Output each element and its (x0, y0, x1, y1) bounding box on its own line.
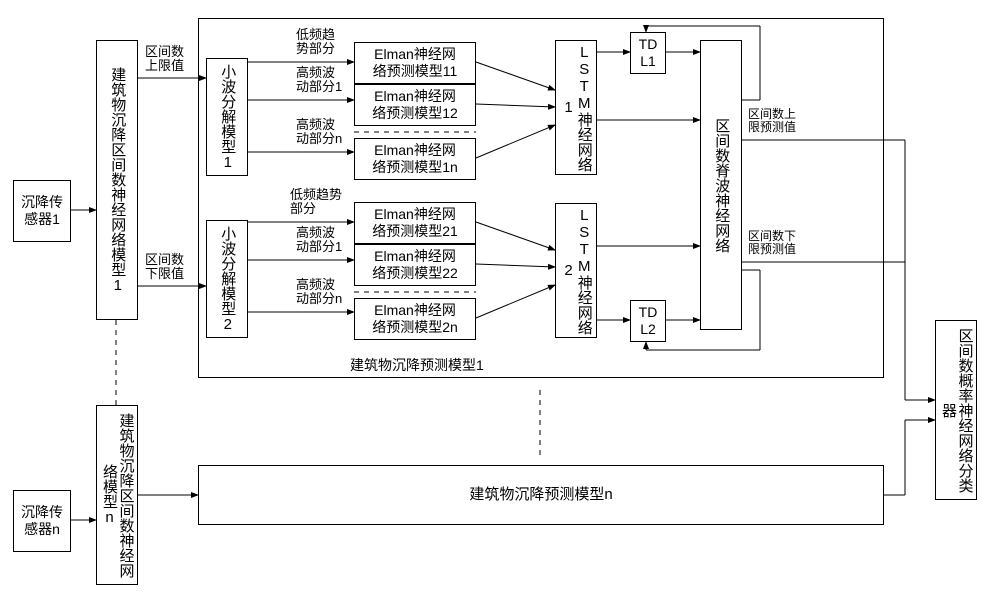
interval-nn-model-n: 建筑物沉降区间数神经网络模型n (96, 405, 138, 585)
elman-21: Elman神经网 络预测模型21 (354, 202, 476, 244)
tdl-2-label: TD L2 (639, 304, 658, 339)
elman-22: Elman神经网 络预测模型22 (354, 244, 476, 286)
prediction-model-n-label: 建筑物沉降预测模型n (469, 486, 612, 505)
tdl-1: TD L1 (630, 32, 666, 74)
wavelet-1: 小波分解模型1 (206, 58, 248, 176)
tdl-2: TD L2 (630, 300, 666, 342)
elman-22-label: Elman神经网 络预测模型22 (372, 248, 458, 283)
interval-nn-model-1-label: 建筑物沉降区间数神经网络模型1 (109, 41, 126, 319)
ridge-out-upper: 区间数上 限预测值 (748, 108, 796, 134)
decomp-high-1n: 高频波 动部分n (296, 118, 342, 147)
decomp-low-2: 低频趋势 部分 (290, 188, 342, 217)
interval-nn-model-n-label: 建筑物沉降区间数神经网络模型n (101, 406, 134, 584)
sensor-n-label: 沉降传 感器n (21, 504, 63, 539)
wavelet-2: 小波分解模型2 (206, 220, 248, 338)
classifier: 区间数概率神经网络分类器 (935, 320, 977, 500)
ridge-nn-label: 区间数脊波神经网络 (713, 41, 730, 329)
decomp-high-2n: 高频波 动部分n (296, 278, 342, 307)
elman-12: Elman神经网 络预测模型12 (354, 84, 476, 126)
lower-limit-label: 区间数 下限值 (145, 253, 184, 282)
elman-12-label: Elman神经网 络预测模型12 (372, 88, 458, 123)
sensor-1: 沉降传 感器1 (13, 180, 71, 242)
elman-21-label: Elman神经网 络预测模型21 (372, 206, 458, 241)
elman-11: Elman神经网 络预测模型11 (354, 42, 476, 84)
lstm-1-label: LSTM神经网络1 (560, 41, 592, 174)
wavelet-1-label: 小波分解模型1 (219, 59, 236, 175)
upper-limit-label: 区间数 上限值 (145, 45, 184, 74)
prediction-model-1-label: 建筑物沉降预测模型1 (350, 358, 484, 373)
decomp-high-21: 高频波 动部分1 (296, 226, 342, 255)
elman-2n: Elman神经网 络预测模型2n (354, 298, 476, 340)
interval-nn-model-1: 建筑物沉降区间数神经网络模型1 (96, 40, 138, 320)
sensor-n: 沉降传 感器n (13, 490, 71, 552)
elman-2n-label: Elman神经网 络预测模型2n (372, 302, 458, 337)
elman-11-label: Elman神经网 络预测模型11 (373, 46, 458, 81)
prediction-model-n: 建筑物沉降预测模型n (198, 465, 884, 525)
decomp-high-11: 高频波 动部分1 (296, 66, 342, 95)
lstm-1: LSTM神经网络1 (555, 40, 597, 175)
ridge-out-lower: 区间数下 限预测值 (748, 230, 796, 256)
elman-1n: Elman神经网 络预测模型1n (354, 138, 476, 180)
wavelet-2-label: 小波分解模型2 (219, 221, 236, 337)
sensor-1-label: 沉降传 感器1 (21, 194, 63, 229)
tdl-1-label: TD L1 (639, 36, 658, 71)
ridge-nn: 区间数脊波神经网络 (700, 40, 742, 330)
decomp-low-1: 低频趋 势部分 (296, 28, 335, 57)
lstm-2: LSTM神经网络2 (555, 203, 597, 338)
lstm-2-label: LSTM神经网络2 (560, 204, 592, 337)
classifier-label: 区间数概率神经网络分类器 (940, 321, 973, 499)
elman-1n-label: Elman神经网 络预测模型1n (372, 142, 458, 177)
